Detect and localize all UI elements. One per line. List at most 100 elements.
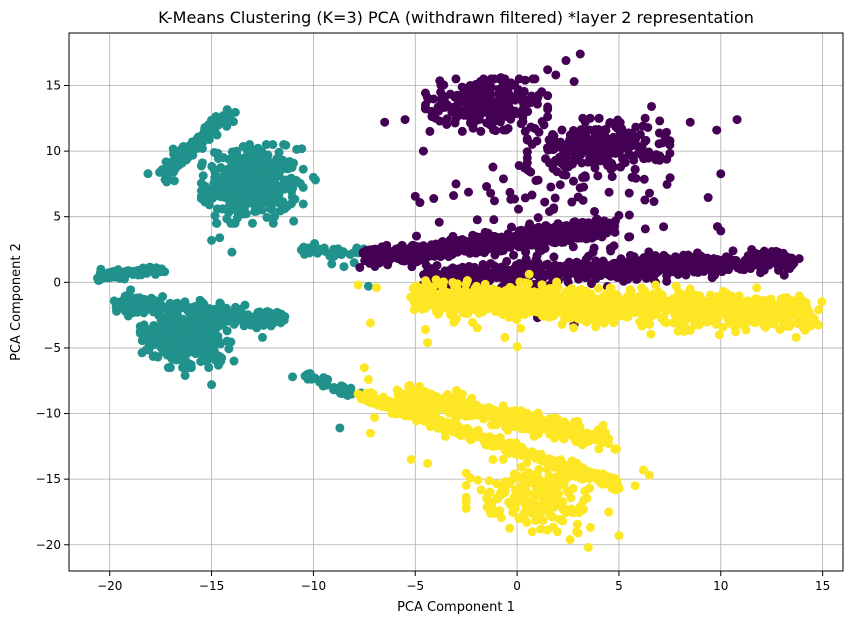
data-point	[587, 279, 597, 289]
data-point	[674, 287, 684, 297]
data-point	[420, 100, 430, 110]
data-point	[358, 248, 368, 258]
data-point	[226, 193, 236, 203]
data-point	[158, 292, 168, 302]
data-point	[625, 232, 635, 242]
data-point	[442, 114, 452, 124]
data-point	[229, 356, 239, 366]
data-point	[561, 220, 571, 230]
data-point	[521, 247, 531, 257]
data-point	[579, 261, 589, 271]
data-point	[281, 140, 291, 150]
data-point	[380, 117, 390, 127]
data-point	[215, 311, 225, 321]
data-point	[365, 258, 375, 268]
data-point	[548, 164, 558, 174]
data-point	[99, 269, 109, 279]
data-point	[577, 271, 587, 281]
data-point	[497, 270, 507, 280]
data-point	[585, 225, 595, 235]
data-point	[549, 289, 559, 299]
data-point	[226, 218, 236, 228]
data-point	[243, 310, 253, 320]
data-point	[787, 260, 797, 270]
data-point	[143, 169, 153, 179]
data-point	[578, 311, 588, 321]
cluster-1-points	[93, 105, 373, 433]
data-point	[239, 321, 249, 331]
data-point	[635, 130, 645, 140]
data-point	[717, 303, 727, 313]
data-point	[222, 326, 232, 336]
data-point	[470, 272, 480, 282]
data-point	[535, 234, 545, 244]
data-point	[699, 255, 709, 265]
data-point	[655, 155, 665, 165]
data-point	[171, 335, 181, 345]
data-point	[791, 332, 801, 342]
data-point	[130, 267, 140, 277]
data-point	[763, 252, 773, 262]
data-point	[557, 319, 567, 329]
data-point	[279, 184, 289, 194]
data-point	[494, 110, 504, 120]
data-point	[640, 150, 650, 160]
data-point	[798, 300, 808, 310]
data-point	[515, 277, 525, 287]
data-point	[251, 157, 261, 167]
data-point	[165, 321, 175, 331]
data-point	[215, 233, 225, 243]
data-point	[262, 212, 272, 222]
data-point	[645, 319, 655, 329]
data-point	[160, 333, 170, 343]
data-point	[438, 91, 448, 101]
data-point	[625, 284, 635, 294]
data-point	[593, 171, 603, 181]
data-point	[431, 239, 441, 249]
data-point	[247, 218, 257, 228]
data-point	[649, 197, 659, 207]
data-point	[624, 128, 634, 138]
data-point	[778, 248, 788, 258]
data-point	[341, 389, 351, 399]
data-point	[741, 325, 751, 335]
data-point	[541, 154, 551, 164]
data-point	[630, 164, 640, 174]
data-point	[208, 318, 218, 328]
data-point	[254, 169, 264, 179]
data-point	[636, 255, 646, 265]
data-point	[400, 115, 410, 125]
data-point	[304, 245, 314, 255]
data-point	[550, 193, 560, 203]
data-point	[562, 147, 572, 157]
data-point	[614, 210, 624, 220]
data-point	[485, 236, 495, 246]
data-point	[493, 235, 503, 245]
data-point	[531, 254, 541, 264]
data-point	[576, 150, 586, 160]
data-point	[575, 49, 585, 59]
data-point	[537, 227, 547, 237]
data-point	[195, 295, 205, 305]
data-point	[640, 292, 650, 302]
data-point	[790, 297, 800, 307]
data-point	[655, 116, 665, 126]
data-point	[624, 188, 634, 198]
data-point	[506, 78, 516, 88]
data-point	[463, 269, 473, 279]
data-point	[115, 273, 125, 283]
data-point	[417, 304, 427, 314]
data-point	[471, 94, 481, 104]
data-point	[472, 323, 482, 333]
data-point	[148, 327, 158, 337]
data-point	[516, 287, 526, 297]
data-point	[561, 170, 571, 180]
data-point	[142, 344, 152, 354]
data-point	[434, 217, 444, 227]
data-point	[602, 219, 612, 229]
data-point	[129, 301, 139, 311]
data-point	[509, 250, 519, 260]
data-point	[709, 255, 719, 265]
data-point	[196, 135, 206, 145]
